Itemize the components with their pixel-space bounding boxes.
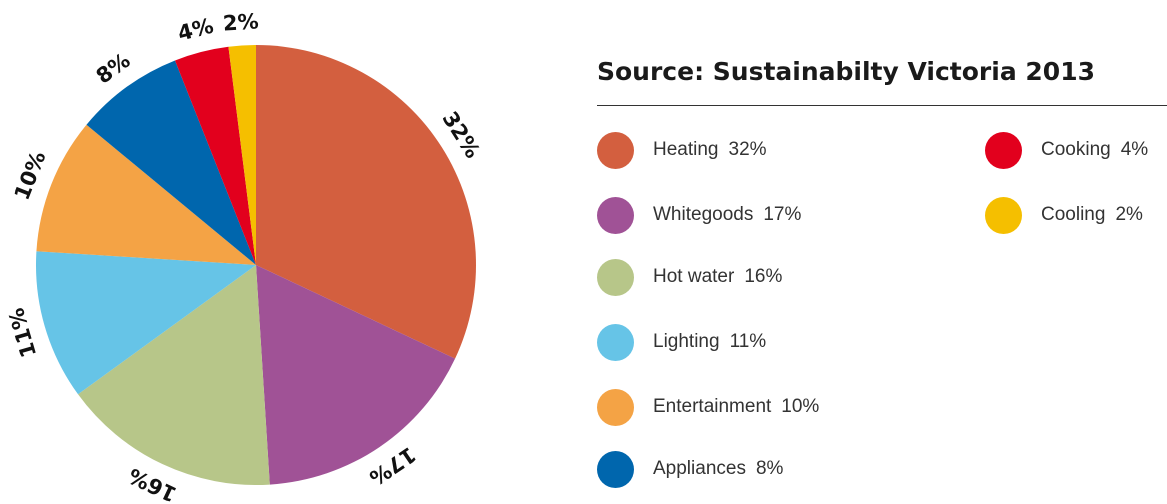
legend-value: 8% (755, 458, 784, 479)
pie-slice-heating (256, 45, 476, 359)
legend-label: Heating 32% (653, 139, 767, 161)
slice-label-entertainment: 10% (10, 148, 51, 204)
legend-swatch-cooking (985, 131, 1022, 169)
pie-slice-appliances (86, 60, 257, 266)
legend-swatch-appliances (597, 450, 634, 488)
legend-category: Appliances (653, 458, 746, 479)
pie-slice-entertainment (36, 124, 257, 266)
slice-label-appliances: 8% (92, 48, 135, 88)
legend-item-lighting: Lighting 11% (597, 322, 766, 362)
legend-value: 16% (744, 266, 783, 287)
legend-label: Whitegoods 17% (653, 204, 801, 226)
pie-slice-hot-water (78, 265, 270, 486)
legend-swatch-heating (597, 131, 634, 169)
pie-chart: 32%17%16%11%10%8%4% 2% (4, 9, 485, 504)
pie-slice-lighting (35, 251, 257, 395)
legend-item-entertainment: Entertainment 10% (597, 387, 819, 427)
legend-item-hot-water: Hot water 16% (597, 257, 782, 297)
legend-value: 4% (1120, 139, 1149, 160)
legend-item-cooling: Cooling 2% (985, 195, 1143, 235)
legend-category: Cooking (1041, 139, 1111, 160)
legend-swatch-cooling (985, 196, 1022, 234)
slice-label-cooking: 4% (175, 14, 216, 46)
legend-category: Hot water (653, 266, 735, 287)
legend-item-heating: Heating 32% (597, 130, 767, 170)
pie-slice-whitegoods (256, 265, 456, 485)
pie-slices (35, 45, 476, 486)
legend-item-whitegoods: Whitegoods 17% (597, 195, 801, 235)
legend-swatch-entertainment (597, 388, 634, 426)
legend-category: Entertainment (653, 396, 772, 417)
legend-label: Hot water 16% (653, 266, 782, 288)
legend-category: Lighting (653, 331, 720, 352)
slice-label-cooling: 2% (222, 9, 259, 35)
pie-slice-cooking (175, 46, 256, 266)
legend-swatch-hot-water (597, 258, 634, 296)
legend-value: 10% (781, 396, 820, 417)
legend-value: 17% (763, 204, 802, 225)
legend-item-cooking: Cooking 4% (985, 130, 1148, 170)
legend-divider (597, 105, 1167, 106)
legend-value: 2% (1115, 204, 1143, 225)
slice-label-lighting: 11% (4, 305, 41, 360)
legend-label: Entertainment 10% (653, 396, 819, 418)
source-title: Source: Sustainabilty Victoria 2013 (597, 57, 1095, 86)
legend-label: Cooling 2% (1041, 204, 1143, 226)
pie-slice-cooling (228, 45, 256, 265)
legend-label: Cooking 4% (1041, 139, 1148, 161)
legend-category: Heating (653, 139, 719, 160)
legend-swatch-whitegoods (597, 196, 634, 234)
legend-value: 11% (729, 331, 767, 352)
legend-category: Whitegoods (653, 204, 754, 225)
slice-label-hot-water: 16% (125, 463, 181, 504)
legend-category: Cooling (1041, 204, 1106, 225)
legend-label: Lighting 11% (653, 331, 766, 353)
legend-item-appliances: Appliances 8% (597, 449, 783, 489)
legend-label: Appliances 8% (653, 458, 783, 480)
legend-swatch-lighting (597, 323, 634, 361)
legend-value: 32% (728, 139, 767, 160)
